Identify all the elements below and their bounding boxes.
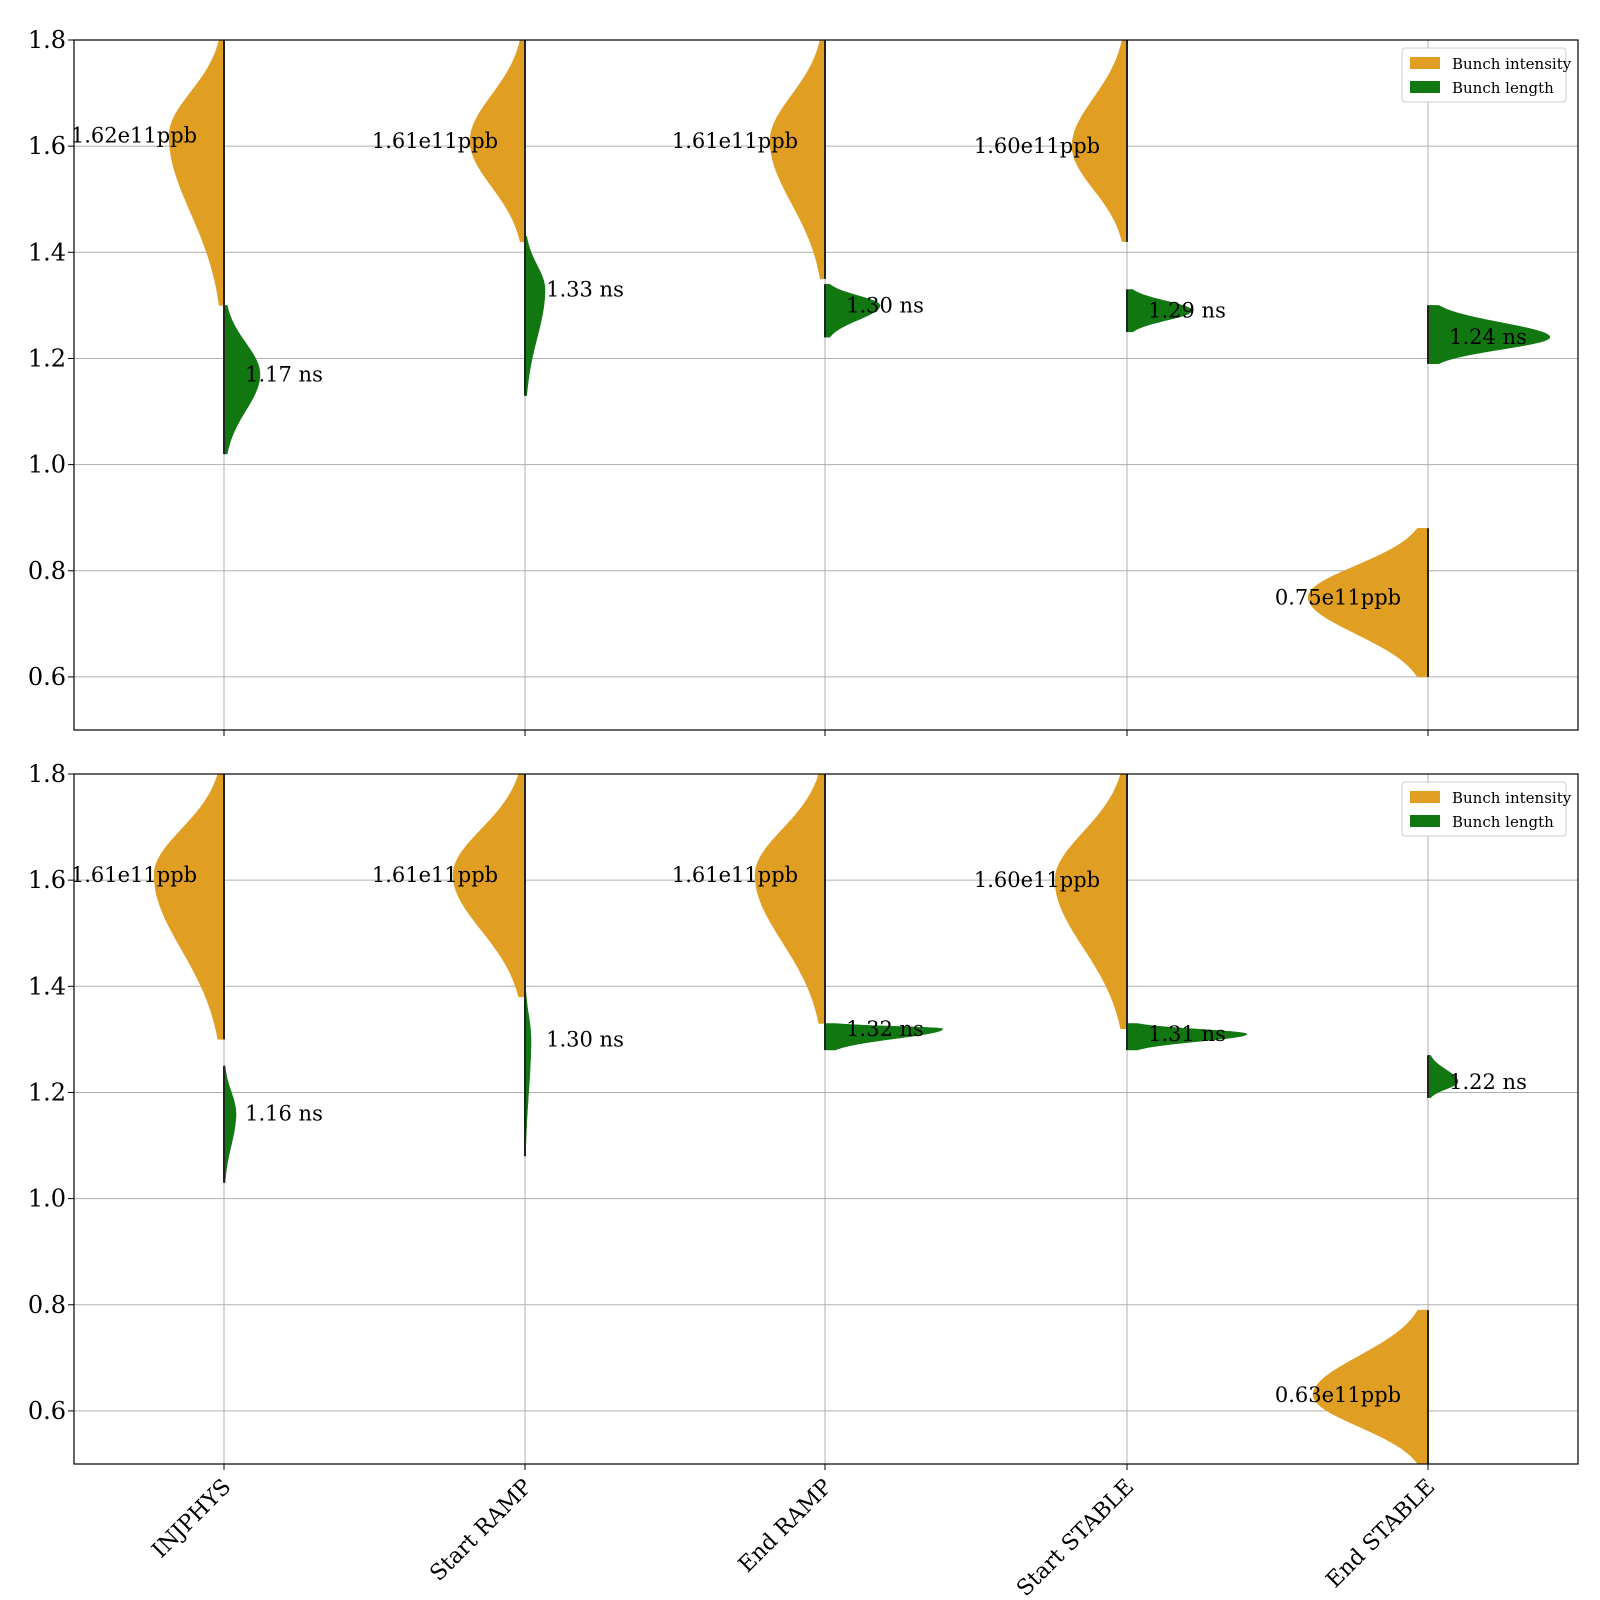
violin-intensity (1312, 1309, 1429, 1465)
legend-label: Bunch intensity (1452, 789, 1572, 807)
violin-intensity (452, 773, 526, 998)
y-tick-label: 1.8 (28, 760, 66, 788)
violin-intensity (469, 39, 526, 242)
length-label: 1.24 ns (1449, 325, 1527, 349)
length-label: 1.31 ns (1148, 1022, 1226, 1046)
legend-label: Bunch length (1452, 79, 1554, 97)
x-tick-label: INJPHYS (148, 1475, 237, 1564)
intensity-label: 1.61e11ppb (672, 863, 798, 887)
y-tick-label: 0.6 (28, 663, 66, 691)
violin-intensity (754, 773, 826, 1024)
legend-swatch-intensity (1410, 791, 1440, 803)
legend: Bunch intensity Bunch length (1401, 781, 1572, 837)
violin-intensity (168, 39, 225, 306)
y-tick-label: 1.2 (28, 344, 66, 372)
length-label: 1.16 ns (245, 1102, 323, 1126)
length-label: 1.33 ns (546, 277, 624, 301)
x-tick-label: End STABLE (1322, 1475, 1440, 1593)
violin-length (223, 305, 261, 455)
violin-length (524, 986, 532, 1157)
y-tick-label: 1.8 (28, 26, 66, 54)
legend-label: Bunch length (1452, 813, 1554, 831)
violin-length (824, 283, 881, 338)
legend-label: Bunch intensity (1452, 55, 1572, 73)
violin-length (1427, 305, 1551, 365)
intensity-label: 1.61e11ppb (672, 129, 798, 153)
violin-length (1126, 1023, 1248, 1051)
intensity-label: 1.62e11ppb (71, 124, 197, 148)
legend-box (1401, 47, 1567, 103)
x-tick-label: Start RAMP (425, 1474, 537, 1586)
y-tick-label: 0.8 (28, 557, 66, 585)
violin-intensity (1071, 39, 1128, 242)
plot-frame (73, 39, 1579, 731)
intensity-label: 1.61e11ppb (372, 129, 498, 153)
violin-length (1126, 289, 1193, 333)
length-label: 1.22 ns (1449, 1070, 1527, 1094)
legend-swatch-length (1410, 815, 1440, 827)
y-tick-label: 1.6 (28, 132, 66, 160)
intensity-label: 1.60e11ppb (974, 868, 1100, 892)
violin-length (1427, 1055, 1459, 1099)
panel-top: 0.6 0.8 1.0 1.2 1.4 1.6 1.8 1.62e11ppb 1.61e11pp… (28, 26, 1579, 736)
violin-length (824, 1023, 944, 1051)
y-tick-label: 1.0 (28, 451, 66, 479)
legend-swatch-intensity (1410, 57, 1440, 69)
violin-intensity (1307, 528, 1429, 678)
intensity-label: 0.63e11ppb (1275, 1383, 1401, 1407)
y-tick-label: 1.4 (28, 972, 66, 1000)
intensity-label: 1.60e11ppb (974, 134, 1100, 158)
intensity-label: 0.75e11ppb (1275, 585, 1401, 609)
violin-intensity (1054, 773, 1128, 1030)
y-tick-label: 1.2 (28, 1078, 66, 1106)
length-label: 1.30 ns (546, 1027, 624, 1051)
y-tick-label: 1.0 (28, 1185, 66, 1213)
legend-swatch-length (1410, 81, 1440, 93)
y-tick-label: 1.6 (28, 866, 66, 894)
length-label: 1.29 ns (1148, 299, 1226, 323)
violin-intensity (153, 773, 225, 1040)
violin-length (524, 236, 546, 396)
violin-length (223, 1065, 237, 1183)
legend: Bunch intensity Bunch length (1401, 47, 1572, 103)
violin-intensity (769, 39, 826, 280)
length-label: 1.17 ns (245, 362, 323, 386)
x-tick-label: Start STABLE (1012, 1475, 1139, 1600)
y-tick-label: 0.8 (28, 1291, 66, 1319)
y-tick-label: 1.4 (28, 238, 66, 266)
length-label: 1.32 ns (846, 1017, 924, 1041)
x-tick-label: End RAMP (734, 1474, 837, 1577)
intensity-label: 1.61e11ppb (71, 863, 197, 887)
length-label: 1.30 ns (846, 293, 924, 317)
legend-box (1401, 781, 1567, 837)
panel-bottom: 0.6 0.8 1.0 1.2 1.4 1.6 1.8 1.61e11ppb 1.61e11pp… (28, 760, 1579, 1600)
intensity-label: 1.61e11ppb (372, 863, 498, 887)
y-tick-label: 0.6 (28, 1397, 66, 1425)
plot-frame (73, 773, 1579, 1465)
